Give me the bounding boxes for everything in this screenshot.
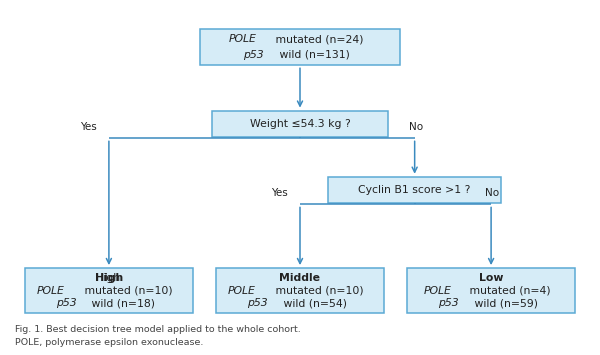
Text: p53: p53: [56, 298, 77, 308]
Text: POLE, polymerase epsilon exonuclease.: POLE, polymerase epsilon exonuclease.: [15, 338, 203, 347]
Text: mutated (n=10): mutated (n=10): [81, 285, 172, 296]
FancyBboxPatch shape: [200, 29, 400, 65]
Text: p53: p53: [243, 50, 263, 60]
Text: Fig. 1. Best decision tree model applied to the whole cohort.: Fig. 1. Best decision tree model applied…: [15, 326, 301, 334]
FancyBboxPatch shape: [212, 110, 388, 137]
Text: Middle: Middle: [280, 273, 320, 283]
FancyBboxPatch shape: [328, 177, 502, 203]
Text: mutated (n=10): mutated (n=10): [272, 285, 364, 296]
Text: High: High: [95, 273, 123, 283]
FancyBboxPatch shape: [407, 268, 575, 313]
Text: Cyclin B1 score >1 ?: Cyclin B1 score >1 ?: [358, 185, 471, 195]
Text: wild (n=54): wild (n=54): [280, 298, 347, 308]
Text: POLE: POLE: [424, 285, 452, 296]
Text: No: No: [409, 122, 423, 132]
FancyBboxPatch shape: [216, 268, 384, 313]
Text: p53: p53: [439, 298, 459, 308]
FancyBboxPatch shape: [25, 268, 193, 313]
Text: p53: p53: [247, 298, 268, 308]
Text: wild (n=59): wild (n=59): [470, 298, 538, 308]
Text: POLE: POLE: [228, 34, 256, 44]
Text: Yes: Yes: [271, 188, 288, 198]
Text: mutated (n=24): mutated (n=24): [272, 34, 364, 44]
Text: No: No: [485, 188, 499, 198]
Text: mutated (n=4): mutated (n=4): [466, 285, 551, 296]
Text: High: High: [97, 273, 121, 283]
Text: POLE: POLE: [228, 285, 256, 296]
Text: Yes: Yes: [80, 122, 97, 132]
Text: wild (n=131): wild (n=131): [276, 50, 350, 60]
Text: POLE: POLE: [37, 285, 65, 296]
Text: Weight ≤54.3 kg ?: Weight ≤54.3 kg ?: [250, 119, 350, 129]
Text: wild (n=18): wild (n=18): [88, 298, 155, 308]
Text: Low: Low: [479, 273, 503, 283]
